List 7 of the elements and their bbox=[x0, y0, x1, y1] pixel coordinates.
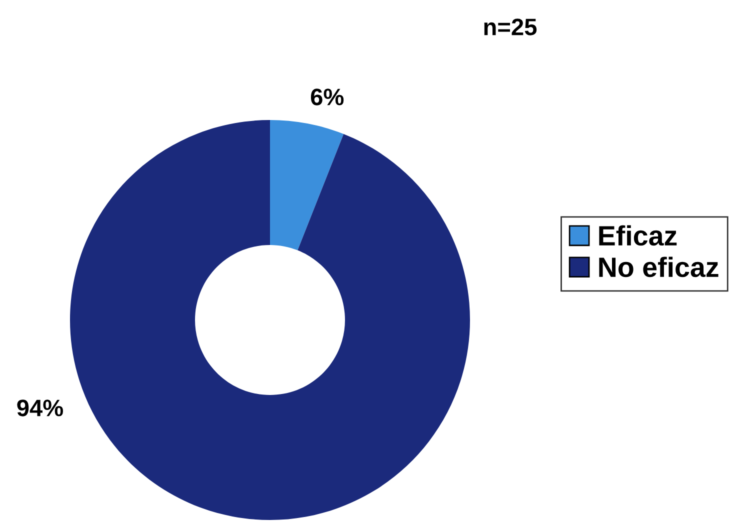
legend-label: No eficaz bbox=[599, 256, 718, 278]
donut-slice bbox=[270, 120, 344, 250]
data-label: 6% bbox=[310, 88, 344, 106]
data-label: 94% bbox=[17, 400, 64, 416]
text: n=25 bbox=[484, 18, 537, 36]
legend-label: Eficaz bbox=[599, 225, 677, 246]
donut-slice bbox=[70, 120, 470, 520]
